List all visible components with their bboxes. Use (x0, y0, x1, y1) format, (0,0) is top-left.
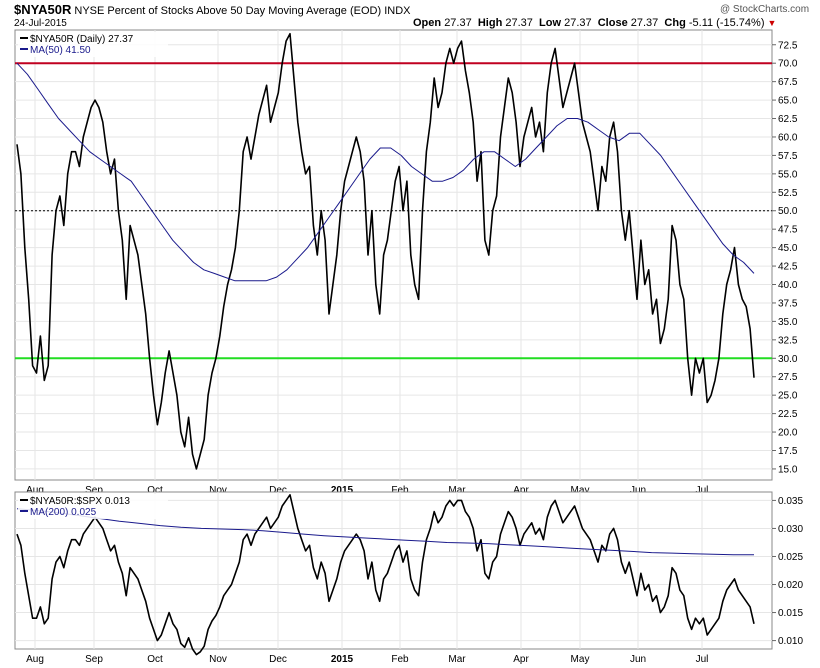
ratio-series-0-line (16, 493, 755, 656)
ratio-xtick-label: Jun (630, 654, 646, 665)
ratio-xtick-label: Sep (85, 654, 103, 665)
chg-label: Chg (664, 17, 686, 29)
ratio-legend-label-1: MA(200) 0.025 (30, 507, 97, 518)
ratio-series-1-line (16, 508, 754, 556)
main-legend-label-0: $NYA50R (Daily) 27.37 (30, 34, 134, 45)
ratio-legend: $NYA50R:$SPX 0.013 MA(200) 0.025 (18, 494, 168, 519)
main-legend: $NYA50R (Daily) 27.37 MA(50) 41.50 (18, 32, 168, 57)
ratio-xtick-label: Nov (209, 654, 227, 665)
ratio-xtick-label: 2015 (331, 654, 354, 665)
watermark: @ StockCharts.com (720, 4, 810, 15)
ratio-xtick-label: Mar (448, 654, 466, 665)
main-ytick-label: 45.0 (778, 243, 798, 254)
main-legend-label-1: MA(50) 41.50 (30, 45, 91, 56)
main-x-axis: Aug Sep Oct Nov Dec 2015 Feb Mar Apr May Jun Jul (26, 485, 708, 496)
down-arrow-icon: ▼ (767, 18, 777, 28)
symbol: $NYA50R (14, 2, 72, 17)
main-ytick-label: 55.0 (778, 169, 798, 180)
main-ytick-label: 57.5 (778, 151, 798, 162)
main-ytick-label: 15.0 (778, 464, 798, 475)
main-ytick-label: 30.0 (778, 354, 798, 365)
main-ytick-label: 52.5 (778, 188, 798, 199)
main-ytick-label: 25.0 (778, 391, 798, 402)
main-xtick-label: Oct (147, 485, 163, 496)
main-xtick-label: May (571, 485, 590, 496)
main-xtick-label: Nov (209, 485, 227, 496)
main-ytick-label: 40.0 (778, 280, 798, 291)
main-legend-box (18, 32, 168, 57)
main-ytick-label: 72.5 (778, 40, 798, 51)
main-reference-lines (15, 62, 772, 360)
ratio-ytick-label: 0.010 (778, 636, 803, 647)
main-ytick-label: 50.0 (778, 206, 798, 217)
main-ytick-label: 22.5 (778, 409, 798, 420)
main-xtick-label: Apr (513, 485, 529, 496)
main-xtick-label: 2015 (331, 485, 354, 496)
main-ytick-label: 37.5 (778, 298, 798, 309)
main-ytick-label: 42.5 (778, 262, 798, 273)
main-ytick-label: 62.5 (778, 114, 798, 125)
main-ytick-label: 35.0 (778, 317, 798, 328)
low-label: Low (539, 17, 562, 29)
header-title-line: $NYA50R NYSE Percent of Stocks Above 50 … (14, 2, 410, 17)
ratio-xtick-label: Feb (391, 654, 409, 665)
ratio-xtick-label: Oct (147, 654, 163, 665)
main-xtick-label: Feb (391, 485, 409, 496)
main-xtick-label: Dec (269, 485, 287, 496)
high-label: High (477, 17, 503, 29)
chart-title: NYSE Percent of Stocks Above 50 Day Movi… (74, 5, 382, 17)
close-value: 27.37 (630, 17, 659, 29)
ratio-xtick-label: Jul (696, 654, 709, 665)
ratio-xtick-label: May (571, 654, 590, 665)
main-series-1-line (16, 62, 755, 282)
ratio-x-axis: Aug Sep Oct Nov Dec 2015 Feb Mar Apr May Jun Jul (26, 654, 708, 665)
ratio-ytick-label: 0.015 (778, 608, 803, 619)
chart-date: 24-Jul-2015 (14, 18, 67, 29)
main-plot-frame (14, 29, 773, 481)
main-xtick-label: Sep (85, 485, 103, 496)
main-xtick-label: Jun (630, 485, 646, 496)
main-series-0-line (16, 32, 755, 470)
ratio-ytick-label: 0.035 (778, 496, 803, 507)
ratio-ytick-label: 0.020 (778, 580, 803, 591)
main-ytick-label: 70.0 (778, 59, 798, 70)
main-xtick-label: Jul (696, 485, 709, 496)
main-xtick-label: Aug (26, 485, 44, 496)
quote-line: Open 27.37 High 27.37 Low 27.37 Close 27… (413, 17, 776, 29)
ratio-series-lines (16, 493, 755, 656)
exchange: INDX (384, 5, 411, 17)
main-ytick-label: 27.5 (778, 372, 798, 383)
low-value: 27.37 (564, 17, 592, 29)
ratio-y-axis: 0.035 0.030 0.025 0.020 0.015 0.010 (772, 496, 803, 647)
chg-value: -5.11 (-15.74%) (688, 17, 765, 29)
ratio-legend-box (18, 494, 168, 519)
ratio-legend-label-0: $NYA50R:$SPX 0.013 (30, 496, 130, 507)
close-label: Close (597, 17, 628, 29)
ratio-panel: 0.035 0.030 0.025 0.020 0.015 0.010 Aug Sep Oct… (14, 491, 803, 665)
open-label: Open (413, 17, 442, 29)
main-ytick-label: 17.5 (778, 446, 798, 457)
main-y-axis: 72.5 70.0 67.5 65.0 62.5 60.0 57.5 55.0 52.5 50.0… (772, 40, 798, 475)
ratio-xtick-label: Aug (26, 654, 44, 665)
main-ytick-label: 65.0 (778, 96, 798, 107)
ratio-ytick-label: 0.025 (778, 552, 803, 563)
main-ytick-label: 32.5 (778, 335, 798, 346)
main-ytick-label: 60.0 (778, 132, 798, 143)
main-panel: 72.5 70.0 67.5 65.0 62.5 60.0 57.5 55.0 52.5 50.0… (14, 29, 798, 496)
ratio-xtick-label: Dec (269, 654, 287, 665)
open-value: 27.37 (444, 17, 472, 29)
main-xtick-label: Mar (448, 485, 466, 496)
main-ytick-label: 20.0 (778, 428, 798, 439)
main-ytick-label: 47.5 (778, 225, 798, 236)
ratio-xtick-label: Apr (513, 654, 529, 665)
main-series-lines (16, 32, 755, 470)
ratio-ytick-label: 0.030 (778, 524, 803, 535)
main-ytick-label: 67.5 (778, 77, 798, 88)
high-value: 27.37 (505, 17, 533, 29)
